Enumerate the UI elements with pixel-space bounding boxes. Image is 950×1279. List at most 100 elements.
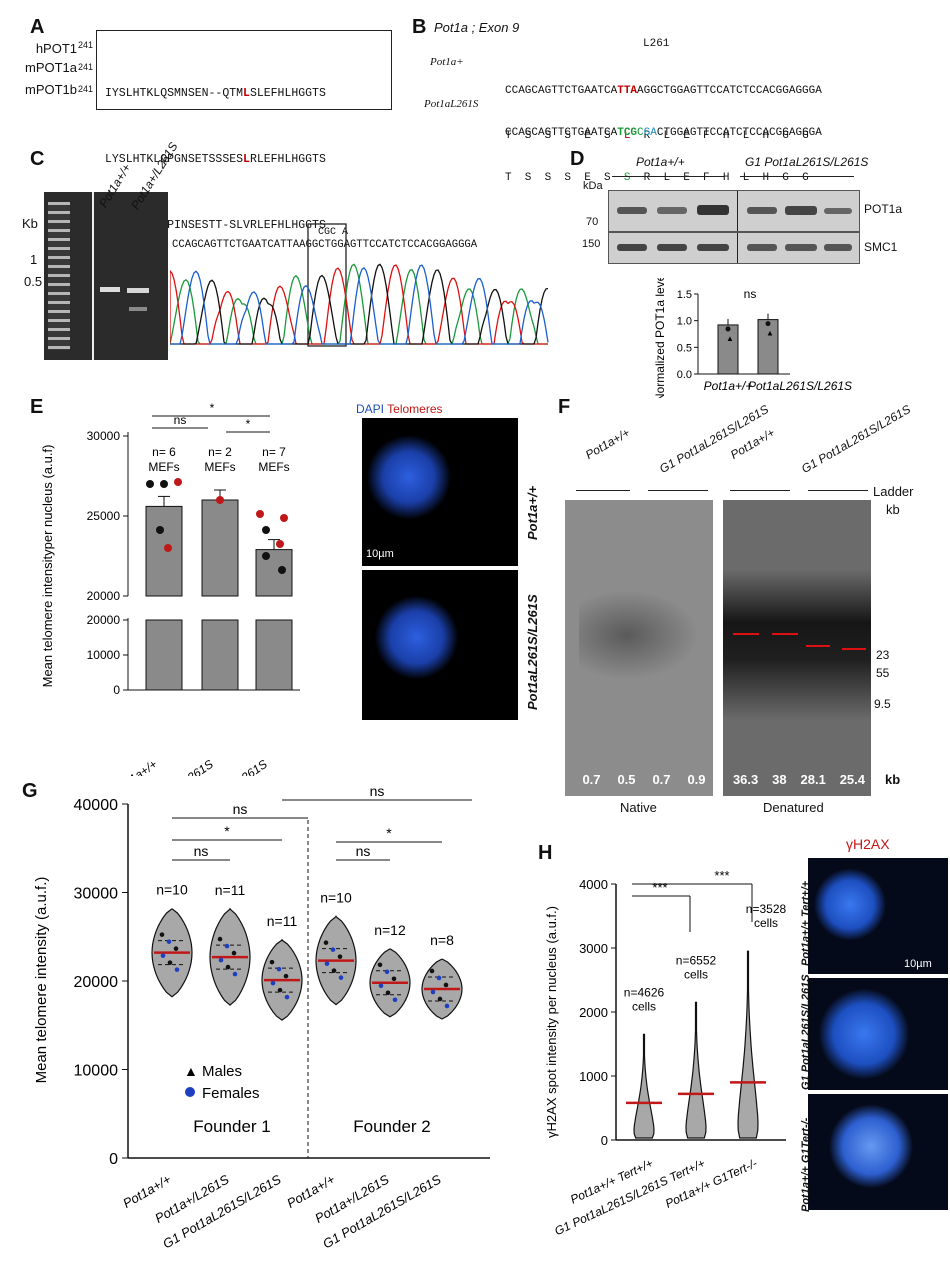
y-tick-label: 0.5 bbox=[677, 342, 692, 354]
trf-median-3 bbox=[806, 645, 830, 647]
cells-label: cells bbox=[754, 916, 778, 930]
sig-label: ns bbox=[233, 801, 248, 817]
qfish-label-mut: Pot1aL261S/L261S bbox=[525, 594, 540, 710]
n-label: n=10 bbox=[320, 890, 352, 906]
sig-label: * bbox=[224, 823, 230, 839]
ki-allele-label: Pot1aL261S bbox=[424, 98, 479, 110]
data-point bbox=[284, 994, 290, 1000]
sig-label: ns bbox=[370, 783, 385, 799]
n-label: n=4626 bbox=[624, 985, 665, 999]
seq-name-hpot1: hPOT1 bbox=[35, 41, 77, 56]
trf-marker-9.5: 9.5 bbox=[874, 697, 891, 711]
wb-blot-pot1a bbox=[608, 190, 860, 232]
gh2ax-label-1: Pot1a+/+ Tert+/+ bbox=[800, 880, 812, 966]
data-point bbox=[330, 947, 336, 952]
ki-sequence: CCAGCAGTTCTGAATCATCGCGACTGGAGTTCCATCTCCA… bbox=[505, 127, 822, 184]
legend-males: Males bbox=[202, 1063, 242, 1080]
data-point bbox=[164, 544, 172, 552]
y-tick-label: 1000 bbox=[579, 1069, 608, 1084]
data-point bbox=[218, 957, 224, 963]
data-point bbox=[377, 962, 383, 968]
trf-median-2 bbox=[772, 633, 798, 635]
qfish-image-wt bbox=[362, 418, 518, 566]
data-point bbox=[323, 940, 329, 945]
n-label: n=12 bbox=[374, 922, 406, 938]
gh2ax-label-3: Pot1a+/+ G1Tert-/- bbox=[800, 1117, 812, 1212]
mefs-label: MEFs bbox=[258, 460, 289, 474]
y-tick-label: 1.5 bbox=[677, 289, 692, 301]
sig-label: * bbox=[210, 401, 215, 415]
data-point bbox=[338, 975, 344, 980]
data-point bbox=[324, 961, 330, 966]
n-label: n=11 bbox=[267, 913, 298, 929]
cells-label: cells bbox=[632, 999, 656, 1013]
bar-bottom bbox=[145, 619, 183, 691]
data-point bbox=[160, 480, 168, 488]
y-tick-label: 0 bbox=[601, 1133, 608, 1148]
data-point bbox=[276, 540, 284, 548]
bar bbox=[717, 324, 739, 375]
data-point bbox=[231, 950, 237, 956]
data-point bbox=[159, 932, 165, 937]
legend-male-marker: ▲ bbox=[184, 1063, 198, 1079]
data-point bbox=[443, 982, 449, 988]
panel-letter-d: D bbox=[570, 148, 585, 170]
bar-top bbox=[201, 499, 239, 597]
data-point bbox=[765, 321, 771, 327]
trf-denatured-label: Denatured bbox=[763, 800, 824, 815]
alignment-box: IYSLHTKLQSMNSEN--QTMLSLEFHLHGGTS LYSLHTK… bbox=[96, 30, 392, 232]
y-axis-label: Normalized POT1a levels bbox=[653, 278, 667, 398]
exon-title: Pot1a ; Exon 9 bbox=[434, 20, 520, 35]
data-point bbox=[167, 960, 173, 965]
data-point bbox=[391, 976, 397, 982]
wb-marker-150: 150 bbox=[582, 238, 601, 250]
n-label: n=8 bbox=[430, 932, 454, 948]
y-axis-label: Mean telomere intensity (a.u.f.) bbox=[33, 877, 50, 1084]
y-tick-label: 2000 bbox=[579, 1005, 608, 1020]
trf-ladder-label: Ladder bbox=[873, 484, 914, 499]
gh2ax-title: γH2AX bbox=[846, 836, 890, 852]
gh2ax-image-1 bbox=[808, 858, 948, 974]
wb-label-smc1: SMC1 bbox=[864, 240, 898, 254]
wb-label-pot1a: POT1a bbox=[864, 202, 903, 216]
data-point bbox=[166, 939, 172, 944]
bar-bottom bbox=[255, 619, 293, 691]
n-label: n=11 bbox=[215, 882, 246, 898]
data-point bbox=[225, 964, 231, 970]
panel-letter-a: A bbox=[30, 16, 45, 38]
data-point bbox=[276, 966, 282, 972]
data-point bbox=[216, 496, 224, 504]
panel-letter-f: F bbox=[558, 396, 571, 418]
gh2ax-image-2 bbox=[808, 978, 948, 1090]
trf-marker-23: 23 bbox=[876, 648, 890, 662]
y-tick-label: 4000 bbox=[579, 877, 608, 892]
n-label: n= 2 bbox=[208, 445, 232, 459]
y-tick-label: 40000 bbox=[74, 797, 119, 814]
gel-05kb: 0.5 bbox=[24, 274, 43, 289]
y-tick-label: 0 bbox=[109, 1151, 118, 1168]
chromatogram-traces bbox=[170, 263, 549, 345]
ladder-lane bbox=[48, 202, 70, 350]
data-point bbox=[174, 478, 182, 486]
qfish-image-mut bbox=[362, 570, 518, 720]
trf-median-1 bbox=[733, 633, 759, 635]
data-point bbox=[385, 990, 391, 996]
violin bbox=[633, 1033, 655, 1139]
wt-allele-label: Pot1a+ bbox=[430, 56, 464, 68]
trf-gel-native bbox=[565, 500, 713, 796]
panel-letter-h: H bbox=[538, 842, 553, 864]
mutation-box bbox=[307, 223, 347, 347]
chromatogram bbox=[170, 223, 549, 347]
data-point bbox=[278, 566, 286, 574]
mefs-label: MEFs bbox=[148, 460, 179, 474]
data-point bbox=[174, 967, 180, 972]
trf-group-4: G1 Pot1aL261S/L261S bbox=[799, 402, 913, 476]
data-point bbox=[160, 953, 166, 958]
trf-denatured-values: 36.3 38 28.1 25.4 bbox=[732, 772, 866, 787]
bar-top bbox=[255, 549, 293, 597]
y-tick-label: 25000 bbox=[87, 509, 121, 523]
data-point bbox=[283, 973, 289, 979]
wb-blot-smc1 bbox=[608, 232, 860, 264]
wb-kda: kDa bbox=[583, 180, 603, 192]
trf-group-1: Pot1a+/+ bbox=[583, 425, 633, 462]
